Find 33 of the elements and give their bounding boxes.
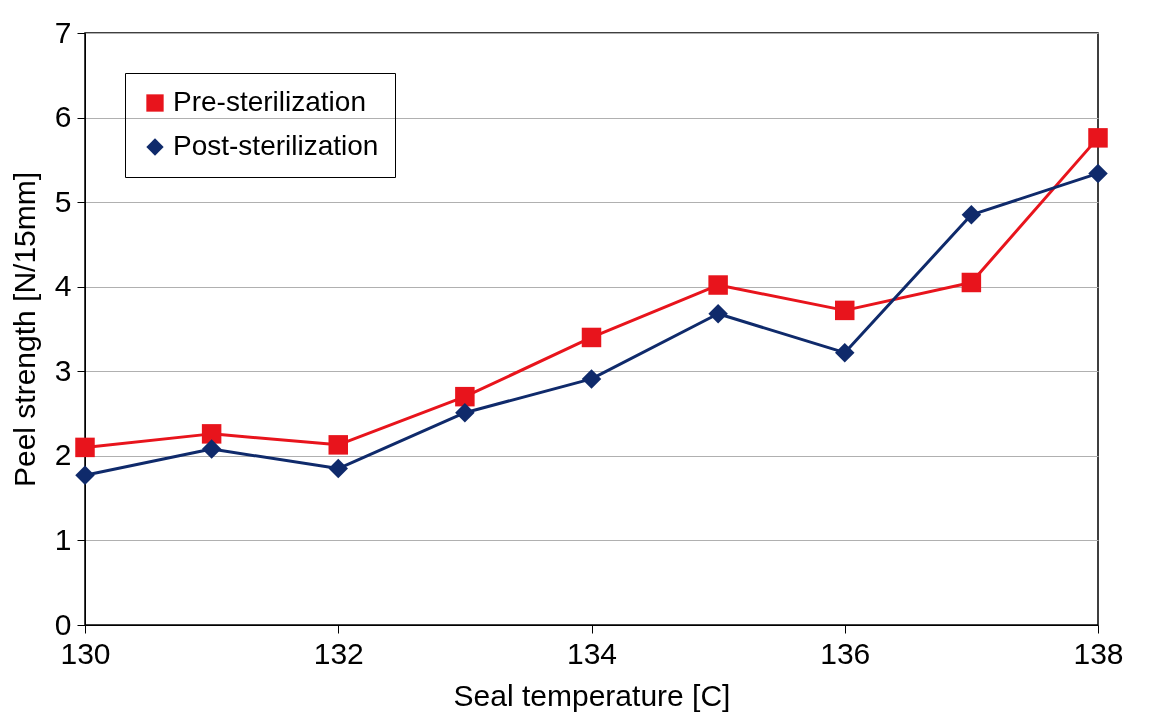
y-tick-label: 3 [54, 353, 72, 387]
x-tick-label: 132 [313, 636, 364, 670]
point [75, 437, 95, 458]
x-axis-title: Seal temperature [C] [453, 678, 731, 712]
y-tick-label: 4 [54, 269, 72, 303]
point [1088, 128, 1108, 148]
y-tick-label: 2 [54, 438, 72, 472]
y-tick-label: 1 [54, 522, 72, 556]
y-tick-label: 5 [54, 184, 72, 218]
point [581, 327, 602, 348]
point [835, 342, 855, 363]
x-tick-label: 134 [566, 636, 618, 670]
point [708, 275, 728, 295]
x-tick-label: 138 [1073, 636, 1124, 670]
point [708, 304, 728, 324]
y-axis-title: Peel strength [N/15mm] [7, 171, 41, 488]
point [201, 424, 222, 444]
point [961, 272, 982, 293]
point [455, 402, 475, 423]
point [328, 435, 348, 455]
point [75, 465, 95, 486]
point [201, 439, 222, 459]
y-tick-label: 6 [54, 100, 72, 134]
legend-label: Post-sterilization [173, 130, 379, 161]
point [961, 205, 982, 225]
point [835, 300, 855, 321]
point [1088, 163, 1108, 184]
point [455, 386, 475, 407]
x-tick-label: 136 [820, 636, 871, 670]
legend-label: Pre-sterilization [173, 86, 366, 117]
point [328, 458, 348, 479]
point [581, 369, 602, 389]
y-tick-label: 7 [54, 15, 72, 49]
